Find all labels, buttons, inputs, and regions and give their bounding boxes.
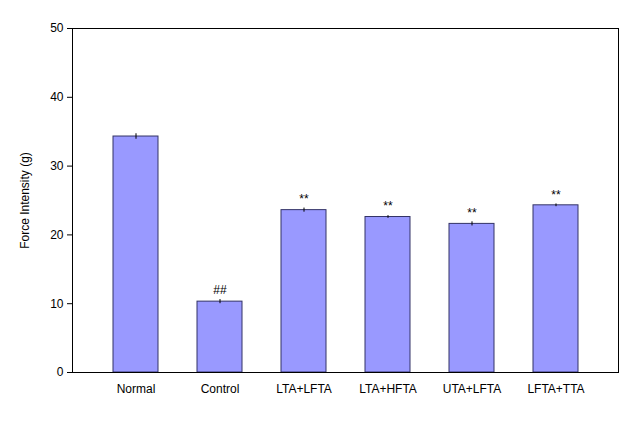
svg-text:Control: Control: [201, 382, 240, 396]
svg-text:20: 20: [50, 228, 64, 242]
svg-text:**: **: [551, 188, 561, 202]
svg-text:LTA+HFTA: LTA+HFTA: [359, 382, 417, 396]
svg-text:Force Intensity (g): Force Intensity (g): [18, 152, 32, 249]
svg-text:LTA+LFTA: LTA+LFTA: [276, 382, 332, 396]
svg-text:**: **: [383, 199, 393, 213]
svg-text:0: 0: [57, 365, 64, 379]
svg-text:**: **: [299, 192, 309, 206]
svg-text:UTA+LFTA: UTA+LFTA: [443, 382, 502, 396]
svg-text:**: **: [467, 206, 477, 220]
svg-text:10: 10: [50, 297, 64, 311]
svg-text:30: 30: [50, 159, 64, 173]
svg-text:##: ##: [213, 283, 227, 297]
svg-text:LFTA+TTA: LFTA+TTA: [527, 382, 584, 396]
svg-text:50: 50: [50, 21, 64, 35]
svg-text:Normal: Normal: [117, 382, 156, 396]
svg-text:40: 40: [50, 90, 64, 104]
